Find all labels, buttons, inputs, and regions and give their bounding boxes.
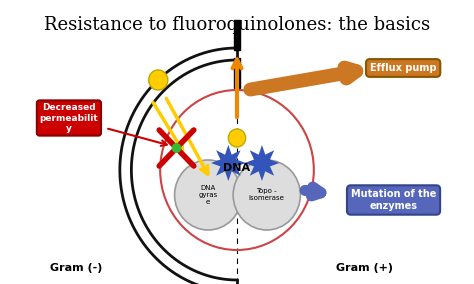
Text: Gram (+): Gram (+) [336,263,393,273]
Text: DNA
gyras
e: DNA gyras e [199,185,218,205]
Circle shape [233,160,301,230]
Text: Decreased
permeabilit
y: Decreased permeabilit y [39,103,98,133]
Bar [234,58,240,88]
Text: DNA: DNA [223,163,251,173]
Bar [234,20,240,50]
Text: Resistance to fluoroquinolones: the basics: Resistance to fluoroquinolones: the basi… [44,16,430,34]
Polygon shape [211,145,246,181]
Text: Gram (-): Gram (-) [50,263,103,273]
Text: Topo -
isomerase: Topo - isomerase [249,189,285,202]
Circle shape [174,160,242,230]
Circle shape [149,70,168,90]
Polygon shape [245,145,279,181]
Text: Efflux pump: Efflux pump [370,63,437,73]
Circle shape [172,143,181,153]
Text: Mutation of the
enzymes: Mutation of the enzymes [351,189,436,211]
Circle shape [228,129,246,147]
